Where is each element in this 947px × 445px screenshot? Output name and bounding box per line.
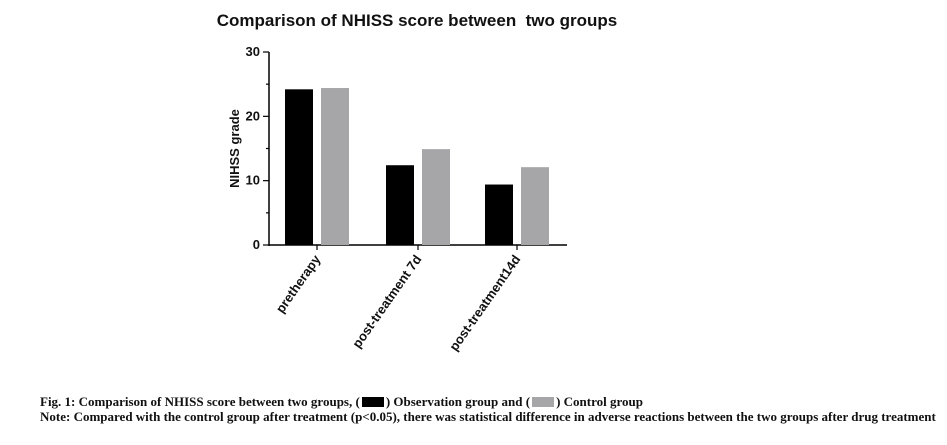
y-axis-title: NIHSS grade [227,109,242,188]
y-tick-label: 30 [246,44,260,59]
bar-observation [485,184,513,245]
bar-control [521,167,549,245]
x-tick-label: post-treatment14d [446,252,523,354]
figure-caption: Fig. 1: Comparison of NHISS score betwee… [40,394,940,424]
caption-note: Note: Compared with the control group af… [40,409,936,424]
control-swatch [532,397,555,407]
caption-prefix: Fig. 1: Comparison of NHISS score betwee… [40,394,360,409]
observation-swatch [361,397,384,407]
bar-control [422,149,450,245]
y-tick-label: 10 [246,173,260,188]
bar-observation [386,165,414,245]
plot-area: 0 10 20 30 NIHSS grade pretherapy post-treatme… [227,44,567,354]
bar-observation [285,89,313,246]
y-tick-label: 0 [253,237,260,252]
y-tick-label: 20 [246,108,260,123]
chart-title: Comparison of NHISS score between two gr… [217,11,618,30]
x-tick-label: pretherapy [273,251,324,315]
x-tick-label: post-treatment 7d [349,252,424,351]
caption-line: Fig. 1: Comparison of NHISS score betwee… [40,394,940,409]
bar-control [321,88,349,245]
caption-mid: ) Observation group and ( [385,394,531,409]
caption-suffix: ) Control group [556,394,643,409]
bar-chart: Comparison of NHISS score between two gr… [217,11,618,354]
